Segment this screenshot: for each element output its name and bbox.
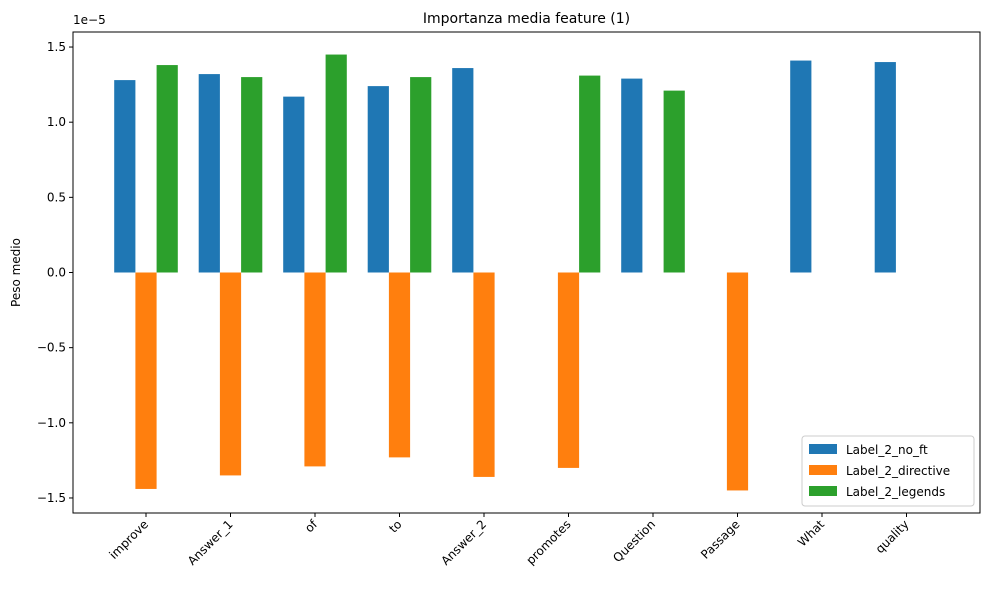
- bar-Label_2_legends-to: [410, 77, 432, 273]
- bar-Label_2_legends-promotes: [579, 75, 601, 273]
- y-tick-label: 1.5: [47, 40, 66, 54]
- x-tick-label: Answer_2: [438, 517, 489, 568]
- x-tick-label: of: [302, 517, 321, 536]
- y-tick-label: 0.0: [47, 266, 66, 280]
- bar-Label_2_directive-Answer_2: [473, 272, 495, 477]
- bar-Label_2_directive-to: [388, 272, 411, 458]
- bar-Label_2_legends-Question: [663, 90, 685, 273]
- y-axis-label: Peso medio: [9, 238, 23, 307]
- bar-Label_2_no_ft-What: [790, 60, 812, 273]
- x-tick-label: Question: [610, 517, 658, 565]
- legend-swatch-Label_2_directive: [809, 465, 837, 475]
- bar-Label_2_legends-Answer_1: [241, 77, 263, 273]
- x-tick-label: Answer_1: [185, 517, 236, 568]
- x-tick-label: to: [386, 517, 404, 535]
- y-tick-label: −0.5: [37, 341, 66, 355]
- y-tick-label: 1.0: [47, 115, 66, 129]
- bar-Label_2_legends-improve: [156, 65, 178, 273]
- legend-swatch-Label_2_no_ft: [809, 444, 837, 454]
- x-tick-label: quality: [873, 517, 912, 556]
- x-tick-label: improve: [106, 517, 151, 562]
- legend-label-Label_2_directive: Label_2_directive: [846, 464, 950, 478]
- x-tick-label: promotes: [523, 517, 573, 567]
- x-tick-label: Passage: [698, 517, 742, 561]
- bar-Label_2_no_ft-to: [367, 86, 389, 273]
- bar-Label_2_no_ft-Question: [621, 78, 643, 273]
- plot-frame: [72, 31, 981, 514]
- legend: Label_2_no_ft Label_2_directive Label_2_le…: [801, 435, 975, 507]
- chart-title: Importanza media feature (1): [423, 11, 630, 27]
- legend-box: [801, 435, 975, 507]
- y-tick-label: −1.0: [37, 416, 66, 430]
- y-axis-scale-label: 1e−5: [73, 13, 106, 27]
- bar-Label_2_no_ft-quality: [874, 62, 896, 273]
- y-axis: −1.5 −1.0 −0.5 0.0 0.5 1.0 1.5: [37, 40, 73, 505]
- bar-Label_2_directive-Answer_1: [219, 272, 242, 476]
- legend-swatch-Label_2_legends: [809, 486, 837, 496]
- bars-layer: [114, 54, 896, 491]
- bar-Label_2_directive-improve: [135, 272, 157, 489]
- bar-Label_2_no_ft-of: [283, 96, 305, 273]
- bar-Label_2_no_ft-Answer_2: [452, 68, 474, 273]
- bar-Label_2_directive-Passage: [726, 272, 749, 491]
- bar-Label_2_legends-of: [325, 54, 347, 273]
- bar-Label_2_directive-of: [304, 272, 326, 467]
- legend-label-Label_2_legends: Label_2_legends: [846, 485, 945, 499]
- bar-Label_2_no_ft-improve: [114, 80, 136, 273]
- bar-Label_2_directive-promotes: [557, 272, 580, 468]
- x-axis: improve Answer_1 of to Answer_2 promotes Quest…: [106, 513, 912, 568]
- bar-Label_2_no_ft-Answer_1: [198, 74, 220, 273]
- x-tick-label: What: [795, 517, 827, 549]
- y-tick-label: 0.5: [47, 190, 66, 204]
- y-tick-label: −1.5: [37, 491, 66, 505]
- legend-label-Label_2_no_ft: Label_2_no_ft: [846, 443, 928, 457]
